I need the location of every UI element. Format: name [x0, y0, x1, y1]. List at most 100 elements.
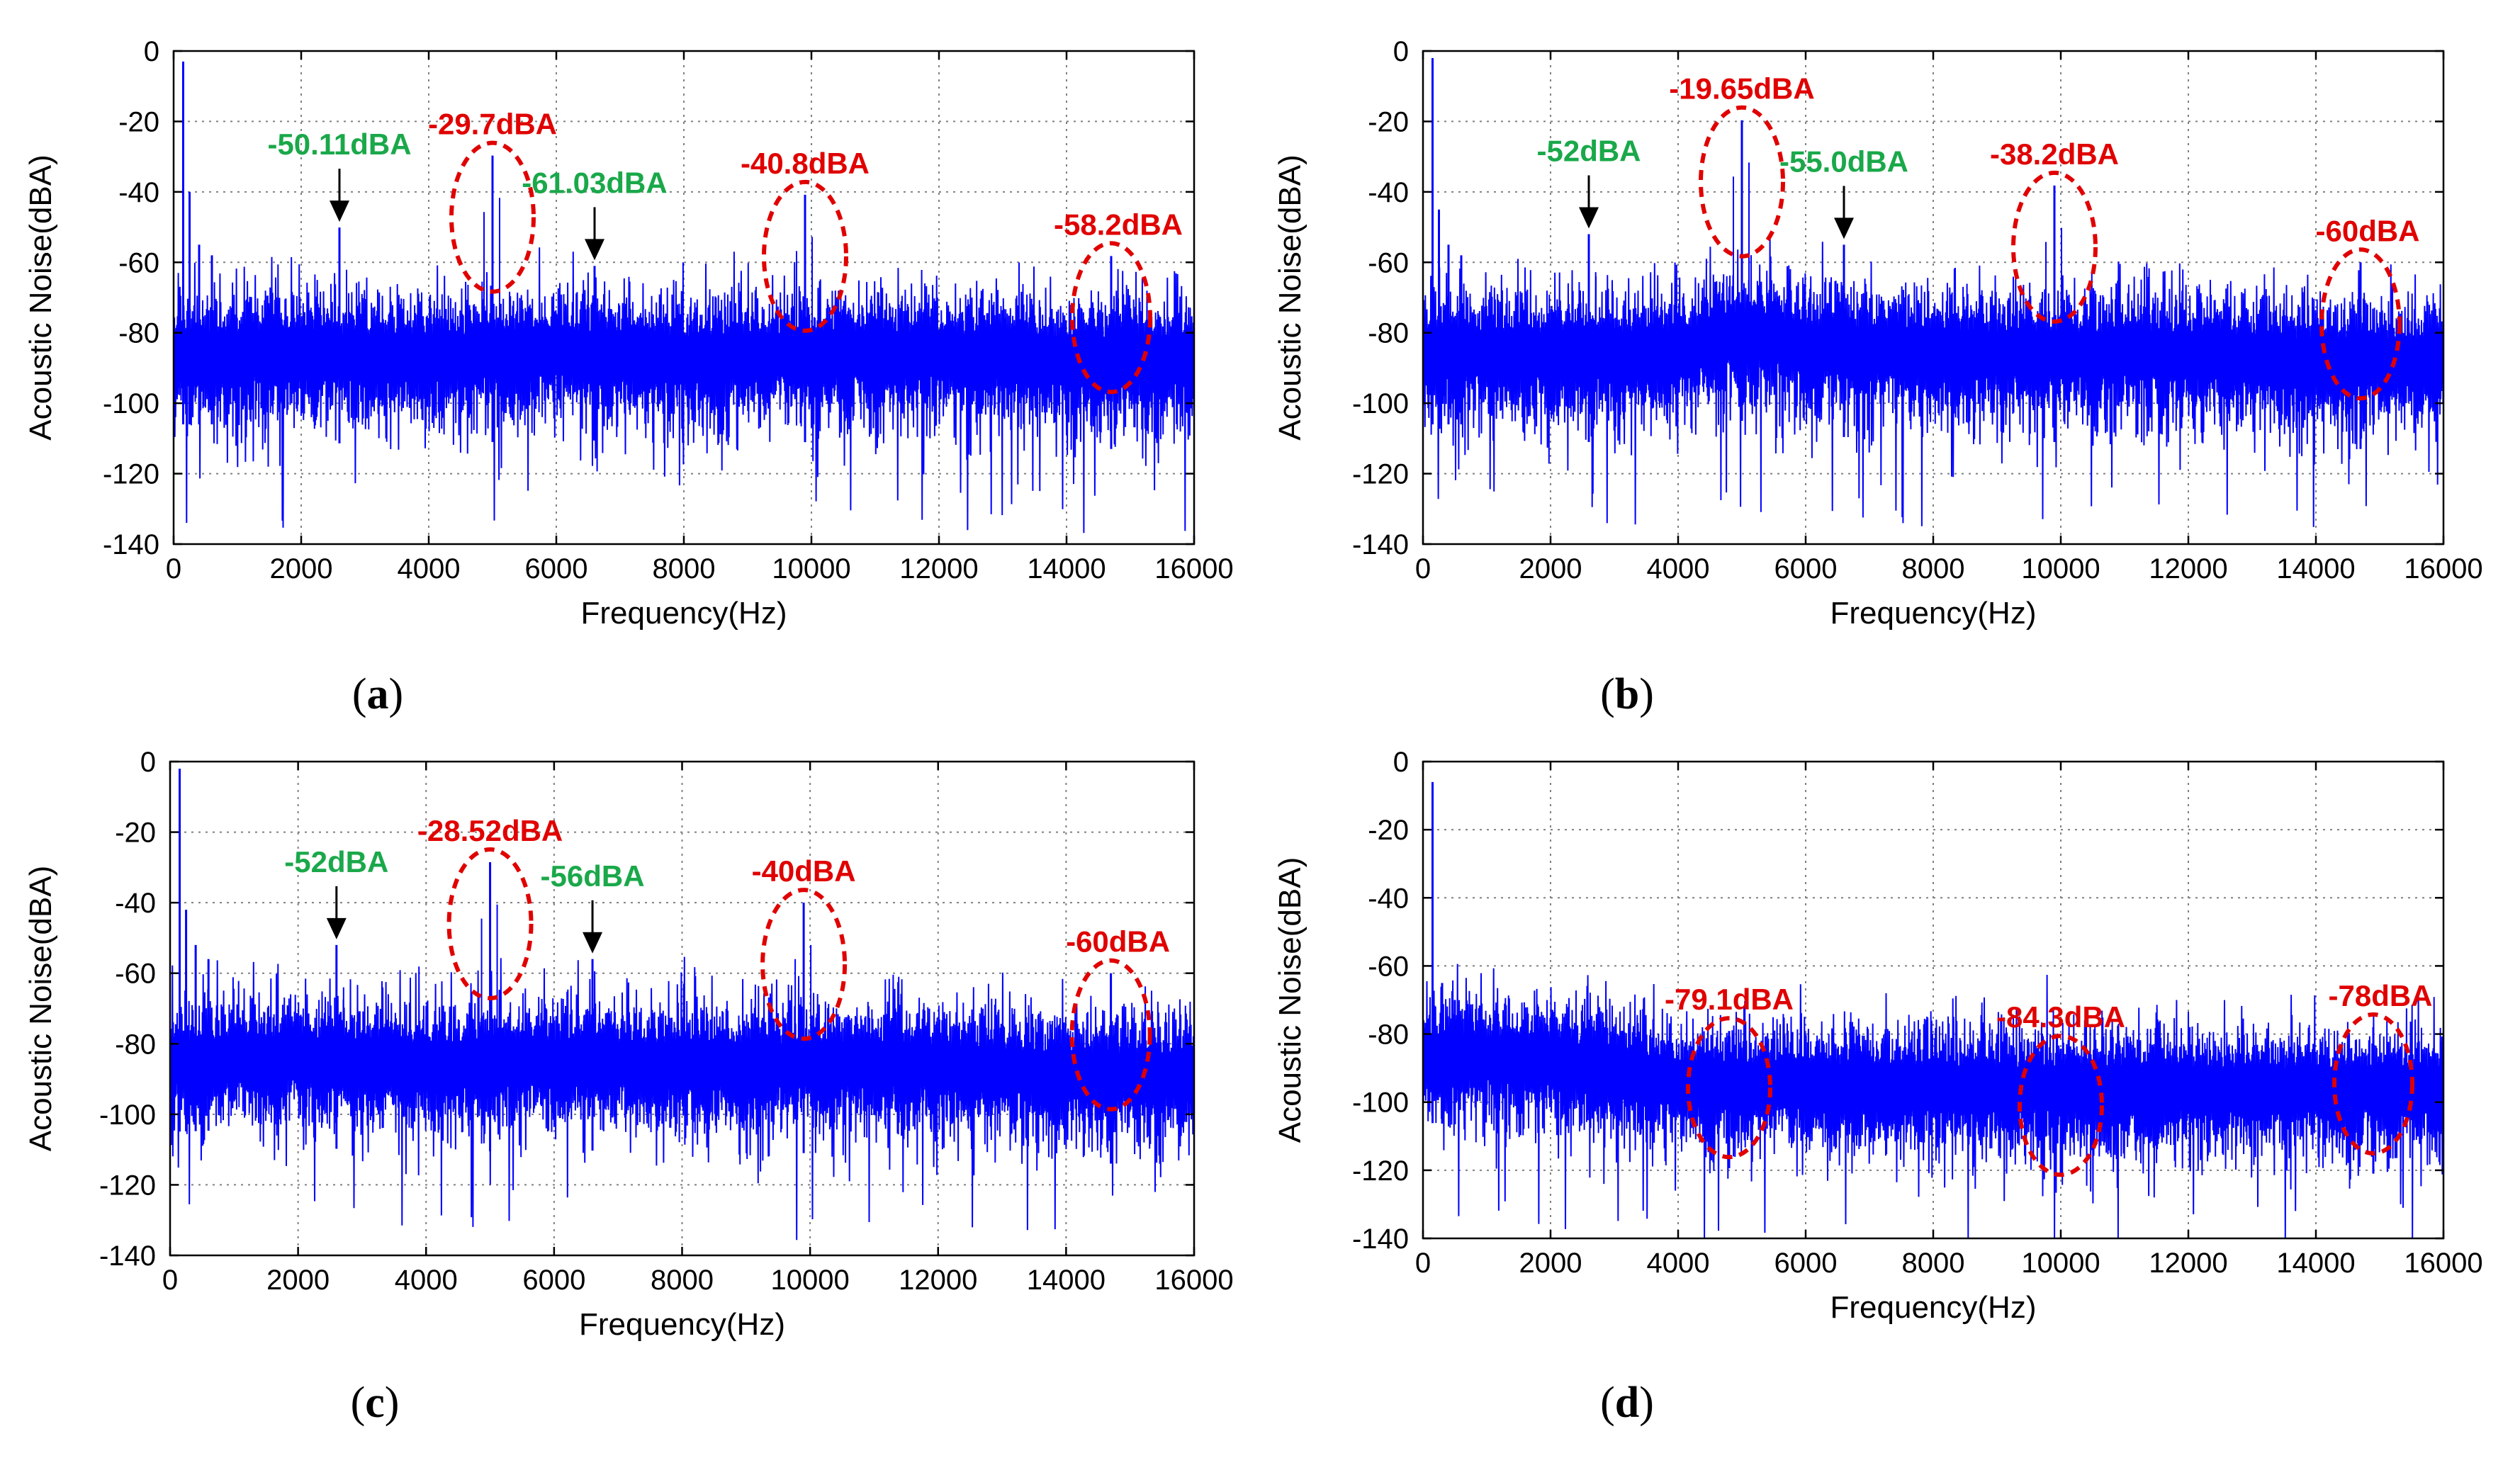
- spectrum-trace: [1423, 234, 2443, 527]
- x-axis-label: Frequency(Hz): [579, 1307, 785, 1342]
- x-axis-label: Frequency(Hz): [581, 596, 787, 631]
- arrow-head: [1579, 207, 1599, 229]
- peak-label: -78dBA: [2328, 979, 2432, 1012]
- peak-ellipse: [2319, 247, 2402, 401]
- x-tick-label: 8000: [651, 1265, 714, 1296]
- peak-ellipse: [446, 847, 534, 1000]
- x-tick-label: 14000: [1027, 553, 1106, 584]
- caption-close: ): [389, 670, 404, 718]
- y-tick-label: -40: [1368, 177, 1409, 208]
- x-axis-label: Frequency(Hz): [1830, 1290, 2037, 1325]
- peak-ellipse: [1699, 105, 1785, 259]
- peak-label: -19.65dBA: [1669, 72, 1814, 106]
- x-tick-label: 8000: [653, 553, 716, 584]
- x-tick-label: 16000: [1154, 1265, 1233, 1296]
- y-axis-label: Acoustic Noise(dBA): [1273, 857, 1307, 1143]
- y-tick-label: 0: [1393, 36, 1409, 67]
- grid: [1423, 762, 2443, 1238]
- caption-close: ): [1639, 670, 1654, 718]
- caption-letter: b: [1615, 670, 1639, 718]
- x-axis-label: Frequency(Hz): [1830, 596, 2037, 631]
- x-tick-label: 4000: [395, 1265, 458, 1296]
- peak-label: -28.52dBA: [417, 814, 563, 847]
- x-tick-label: 6000: [522, 1265, 585, 1296]
- x-tick-label: 6000: [1774, 1248, 1838, 1279]
- y-tick-label: -60: [1368, 247, 1409, 278]
- arrow-head: [1834, 217, 1854, 239]
- spectrum-trace: [174, 247, 1194, 533]
- peak-ellipse: [2018, 1034, 2104, 1177]
- peak-ellipse: [1069, 958, 1152, 1112]
- caption-open: (: [1600, 670, 1615, 718]
- x-tick-label: 4000: [398, 553, 461, 584]
- arrow-head: [583, 932, 603, 954]
- y-tick-label: -20: [118, 106, 159, 137]
- panel-caption: (d): [1600, 1379, 1654, 1427]
- x-tick-label: 10000: [2021, 1248, 2100, 1279]
- peak-ellipse: [449, 140, 536, 294]
- peak-label: -29.7dBA: [428, 108, 557, 141]
- x-tick-label: 10000: [772, 553, 850, 584]
- x-tick-label: 12000: [2149, 1248, 2227, 1279]
- peak-label: -58.2dBA: [1054, 208, 1183, 241]
- caption-open: (: [1600, 1379, 1615, 1427]
- y-tick-label: -140: [99, 1241, 156, 1272]
- y-axis-label: Acoustic Noise(dBA): [1273, 154, 1307, 440]
- x-tick-label: 2000: [266, 1265, 330, 1296]
- caption-letter: a: [367, 670, 389, 718]
- panel-caption: (b): [1600, 670, 1654, 718]
- x-tick-label: 16000: [2404, 1248, 2482, 1279]
- x-tick-label: 4000: [1647, 553, 1710, 584]
- y-tick-label: -100: [1352, 388, 1409, 419]
- y-tick-label: -100: [99, 1100, 156, 1131]
- x-tick-label: 2000: [1519, 1248, 1582, 1279]
- x-tick-label: 12000: [899, 553, 978, 584]
- y-tick-label: -140: [1352, 529, 1409, 560]
- y-tick-label: -120: [1352, 459, 1409, 490]
- peak-label: -79.1dBA: [1665, 983, 1794, 1016]
- panel-d: 0 2000 4000 6000 8000 10000 12000 14000 16000 0 -2…: [1273, 747, 2483, 1427]
- y-tick-label: -40: [1368, 883, 1409, 914]
- caption-open: (: [352, 670, 367, 718]
- y-tick-label: 0: [144, 36, 159, 67]
- x-tick-label: 2000: [270, 553, 333, 584]
- harmonic-label: -52dBA: [1536, 135, 1641, 168]
- panel-caption: (a): [352, 670, 403, 718]
- arrow-head: [585, 239, 604, 261]
- y-tick-label: -20: [1368, 106, 1409, 137]
- peak-ellipse: [1686, 1016, 1772, 1160]
- y-tick-label: -120: [103, 459, 159, 490]
- harmonic-label: -61.03dBA: [522, 166, 667, 199]
- grid: [170, 762, 1194, 1255]
- spectrum-trace: [1423, 963, 2443, 1238]
- x-tick-label: 14000: [2276, 1248, 2355, 1279]
- peak-ellipse: [760, 888, 848, 1041]
- x-tick-label: 8000: [1902, 553, 1965, 584]
- y-tick-label: -80: [1368, 318, 1409, 349]
- y-tick-label: -20: [115, 818, 156, 849]
- panel-c: 0 2000 4000 6000 8000 10000 12000 14000 16000 0 -2…: [23, 747, 1234, 1427]
- x-tick-label: 12000: [899, 1265, 977, 1296]
- harmonic-label: -55.0dBA: [1779, 145, 1908, 178]
- spectrum-group: [1423, 781, 2443, 1238]
- harmonic-label: -50.11dBA: [267, 128, 411, 161]
- spectrum-group: [170, 768, 1194, 1241]
- y-tick-label: -120: [1352, 1155, 1409, 1187]
- panel-b: 0 2000 4000 6000 8000 10000 12000 14000 16000 0 -2…: [1273, 36, 2483, 718]
- x-tick-label: 2000: [1519, 553, 1582, 584]
- panel-caption: (c): [351, 1379, 400, 1427]
- spectrum-trace: [170, 956, 1194, 1241]
- y-tick-label: -40: [118, 177, 159, 208]
- y-tick-label: -140: [1352, 1224, 1409, 1255]
- peak-label: -60dBA: [1066, 925, 1170, 959]
- peak-label: -40dBA: [752, 854, 856, 888]
- caption-close: ): [385, 1379, 400, 1427]
- x-tick-label: 8000: [1902, 1248, 1965, 1279]
- y-tick-label: 0: [1393, 747, 1409, 778]
- harmonic-label: -56dBA: [541, 859, 645, 893]
- x-tick-label: 0: [1415, 553, 1431, 584]
- peak-label: -40.8dBA: [741, 147, 870, 180]
- x-tick-label: 6000: [525, 553, 588, 584]
- peak-ellipse: [2332, 1012, 2414, 1155]
